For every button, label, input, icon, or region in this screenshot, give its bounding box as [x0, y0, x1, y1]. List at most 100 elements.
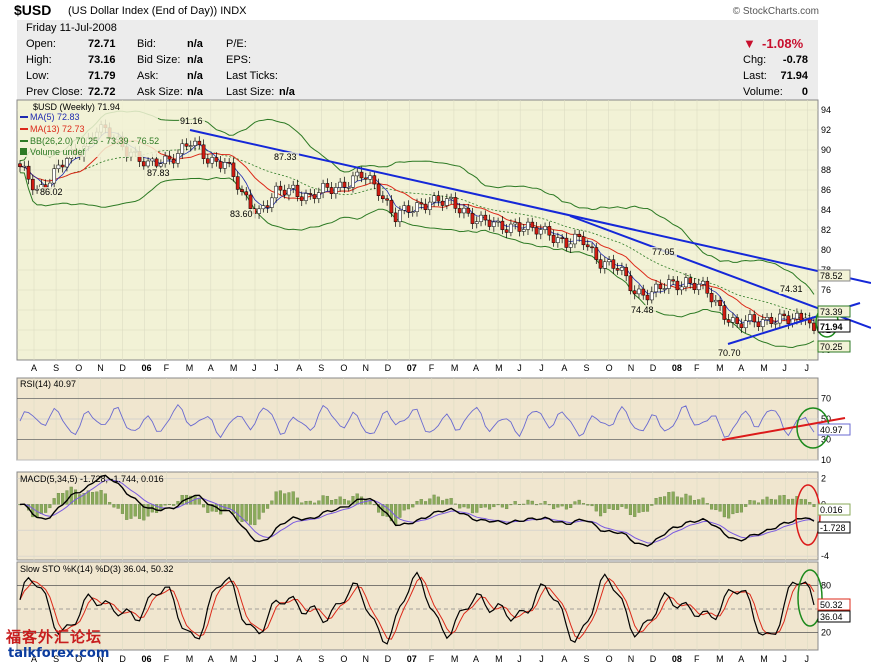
candle-body — [620, 267, 624, 271]
bb-lower-label: 70.25 — [820, 342, 843, 352]
macd-histogram-bar — [560, 504, 564, 507]
macd-histogram-bar — [488, 504, 492, 510]
candle-body — [257, 208, 261, 214]
x-tick-label-bottom: M — [760, 654, 768, 664]
candle-body — [214, 157, 219, 162]
candle-body — [240, 189, 244, 192]
macd-histogram-bar — [231, 504, 235, 514]
x-tick-label-bottom: O — [75, 654, 82, 664]
rsi-tick-label: 50 — [821, 414, 831, 424]
x-tick-label: N — [363, 363, 370, 373]
macd-histogram-bar — [624, 504, 628, 509]
candle-body — [696, 283, 701, 291]
volume-value: 0 — [801, 86, 808, 98]
candle-body — [590, 246, 594, 249]
macd-histogram-bar — [432, 494, 436, 505]
macd-histogram-bar — [163, 504, 167, 506]
macd-histogram-bar — [206, 504, 210, 513]
x-tick-label: M — [230, 363, 238, 373]
candle-body — [748, 314, 752, 321]
candle-body — [628, 275, 633, 292]
candle-body — [530, 221, 535, 228]
candle-body — [709, 293, 714, 303]
x-tick-label: O — [606, 363, 613, 373]
annotation-bg — [146, 168, 172, 178]
svg-text:-1.728: -1.728 — [820, 523, 846, 533]
macd-histogram-bar — [172, 504, 176, 506]
macd-histogram-bar — [569, 504, 573, 508]
candle-body — [449, 197, 454, 199]
x-tick-label: A — [473, 363, 479, 373]
macd-histogram-bar — [441, 500, 445, 505]
macd-histogram-bar — [756, 502, 761, 505]
macd-histogram-bar — [197, 498, 201, 505]
macd-histogram-bar — [244, 504, 248, 522]
macd-histogram-bar — [108, 502, 112, 505]
candle-body — [329, 187, 334, 194]
macd-histogram-bar — [628, 504, 632, 516]
site-name-en: talkforex.com — [8, 646, 110, 661]
annotation-bg — [779, 284, 805, 294]
macd-histogram-bar — [278, 490, 282, 505]
macd-histogram-bar — [590, 504, 594, 507]
macd-histogram-bar — [270, 500, 274, 505]
macd-histogram-bar — [240, 504, 244, 522]
macd-histogram-bar — [577, 499, 581, 505]
macd-histogram-bar — [142, 504, 146, 521]
x-tick-label: S — [53, 363, 59, 373]
macd-histogram-bar — [82, 493, 86, 505]
price-annotation: 86.02 — [40, 187, 63, 197]
ask-value: n/a — [187, 70, 203, 82]
x-tick-label: F — [694, 363, 700, 373]
x-tick-label: 07 — [407, 363, 417, 373]
candle-body — [415, 202, 419, 212]
last-value: 71.94 — [780, 70, 808, 82]
candle-body — [624, 267, 629, 277]
macd-histogram-bar — [607, 504, 611, 509]
price-annotation: 74.48 — [631, 305, 654, 315]
macd-histogram-bar — [705, 503, 709, 505]
x-tick-label: M — [186, 363, 194, 373]
x-tick-label-bottom: J — [782, 654, 787, 664]
x-tick-label-bottom: A — [31, 654, 37, 664]
macd-histogram-bar — [778, 495, 782, 505]
macd-histogram-bar — [483, 504, 487, 508]
x-tick-label: 08 — [672, 363, 682, 373]
candle-body — [355, 171, 360, 177]
x-tick-label-bottom: D — [650, 654, 657, 664]
x-tick-label-bottom: O — [606, 654, 613, 664]
candle-body — [167, 155, 172, 160]
candle-body — [376, 183, 381, 196]
last-size-value: n/a — [279, 86, 295, 98]
macd-histogram-bar — [637, 504, 641, 513]
macd-tick-label: -4 — [821, 551, 829, 561]
sto-tick-label: 80 — [821, 581, 831, 591]
annotation-bg — [651, 247, 677, 257]
candle-body — [287, 188, 291, 196]
macd-histogram-bar — [812, 504, 816, 507]
candle-body — [602, 261, 607, 269]
macd-histogram-bar — [52, 498, 56, 505]
macd-histogram-bar — [287, 492, 291, 505]
price-tick-label: 84 — [821, 205, 831, 215]
candle-body — [641, 288, 646, 296]
macd-histogram-bar — [714, 504, 718, 511]
candle-body — [261, 205, 266, 210]
candle-body — [556, 237, 560, 243]
x-tick-label: A — [296, 363, 302, 373]
macd-histogram-bar — [539, 503, 543, 505]
candle-body — [607, 259, 611, 263]
macd-histogram-bar — [475, 504, 479, 513]
candle-body — [701, 280, 705, 285]
macd-histogram-bar — [423, 501, 428, 505]
macd-histogram-bar — [116, 504, 120, 509]
macd-histogram-bar — [658, 496, 662, 505]
candle-body — [543, 226, 547, 230]
macd-series: 20-2-4 — [17, 473, 829, 561]
candle-body — [193, 140, 197, 146]
candle-body — [427, 201, 432, 210]
candle-body — [235, 176, 240, 190]
macd-histogram-bar — [453, 503, 457, 505]
x-tick-label-bottom: M — [230, 654, 238, 664]
